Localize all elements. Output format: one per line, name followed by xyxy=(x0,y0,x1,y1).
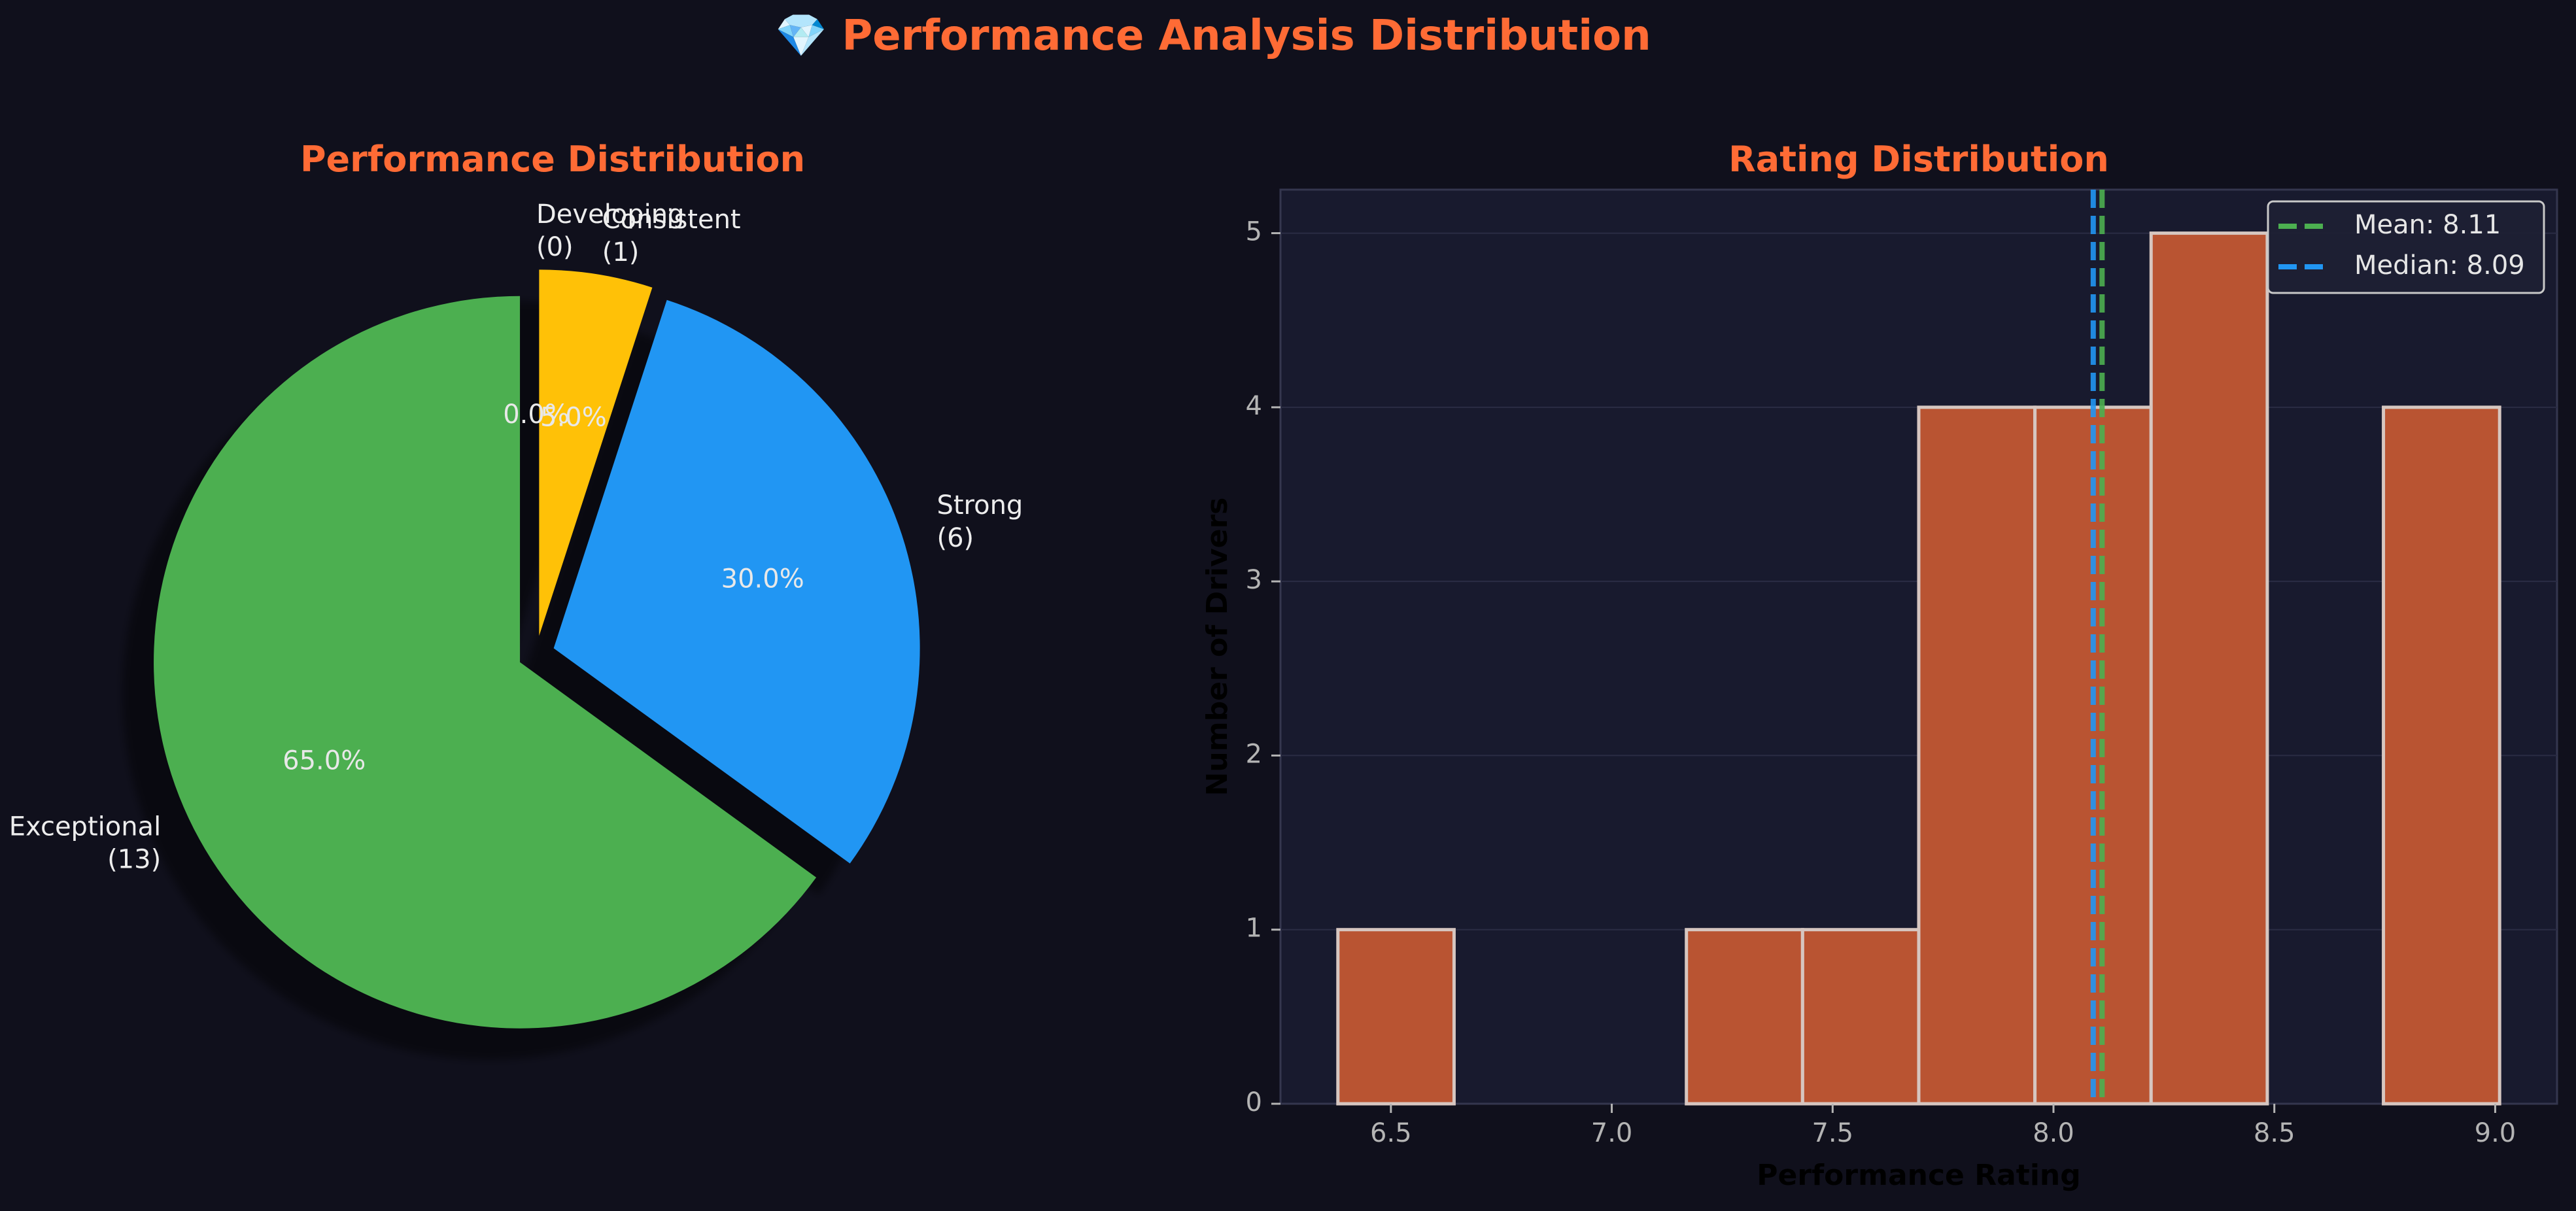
pie-percent-label-strong: 30.0% xyxy=(721,564,804,594)
y-tick-label: 0 xyxy=(1246,1087,1262,1117)
pie-label-name: Strong xyxy=(936,490,1023,520)
legend-label: Median: 8.09 xyxy=(2354,250,2525,281)
pie-label-count: (1) xyxy=(602,237,640,267)
pie-percent-labels: 0.0%5.0% 30.0% 65.0% xyxy=(283,400,804,776)
pie-percent-label-consistent: 5.0% xyxy=(540,402,607,432)
y-tick-label: 5 xyxy=(1246,217,1262,247)
pie-category-labels: Developing(0)Consistent(1)Strong(6)Excep… xyxy=(9,199,1023,874)
x-tick-label: 7.5 xyxy=(1812,1118,1853,1148)
histogram-bar xyxy=(2149,231,2269,1106)
pie-chart: Performance Distribution 0.0%5.0% 30.0% 65… xyxy=(9,139,1023,1060)
y-tick-label: 3 xyxy=(1246,565,1262,595)
pie-slice-strong xyxy=(553,299,920,864)
x-tick-label: 6.5 xyxy=(1370,1118,1412,1148)
pie-label-name: Developing xyxy=(536,199,685,230)
pie-label-count: (13) xyxy=(107,844,161,874)
histogram-bar xyxy=(2382,405,2501,1106)
pie-percent-label-developing: 0.0% xyxy=(503,400,570,430)
pie-label-name: Consistent xyxy=(602,205,741,235)
histogram-chart: Rating Distribution 6.5 7.0 7.5 8.0 8.5 9.0 0… xyxy=(1201,139,2558,1192)
pie-title: Performance Distribution xyxy=(300,139,805,180)
pie-label-count: (0) xyxy=(536,232,574,262)
histogram-reference-lines xyxy=(2090,190,2105,1104)
pie-label-exceptional: Exceptional(13) xyxy=(9,811,161,874)
histogram-bar xyxy=(1336,928,1456,1106)
pie-label-count: (6) xyxy=(936,523,974,553)
legend-frame xyxy=(2267,200,2545,294)
x-tick-label: 7.0 xyxy=(1591,1118,1633,1148)
histogram-bar xyxy=(1800,928,1921,1106)
pie-label-consistent: Consistent(1) xyxy=(602,205,741,267)
x-tick-label: 9.0 xyxy=(2475,1118,2516,1148)
y-tick-label: 1 xyxy=(1246,913,1262,944)
y-tick-label: 4 xyxy=(1246,391,1262,421)
pie-slices xyxy=(154,269,920,1029)
histogram-x-ticks: 6.5 7.0 7.5 8.0 8.5 9.0 xyxy=(1370,1104,2516,1148)
legend-item-mean: Mean: 8.11 xyxy=(2278,210,2501,240)
pie-slice-consistent xyxy=(539,269,653,636)
pie-label-name: Exceptional xyxy=(9,811,161,842)
histogram-y-ticks: 0 1 2 3 4 5 xyxy=(1246,217,1280,1117)
pie-label-strong: Strong(6) xyxy=(936,490,1023,553)
histogram-legend: Mean: 8.11 Median: 8.09 xyxy=(2267,200,2545,294)
y-tick-label: 2 xyxy=(1246,739,1262,769)
pie-percent-label-exceptional: 65.0% xyxy=(283,745,366,776)
x-tick-label: 8.0 xyxy=(2033,1118,2074,1148)
figure-title: 💎 Performance Analysis Distribution xyxy=(775,12,1651,60)
histogram-bar xyxy=(1685,928,1804,1106)
histogram-x-label: Performance Rating xyxy=(1757,1159,2080,1192)
histogram-bar xyxy=(1917,405,2037,1106)
histogram-title: Rating Distribution xyxy=(1728,139,2109,180)
pie-label-developing: Developing(0) xyxy=(536,199,685,262)
histogram-bars xyxy=(1336,231,2501,1106)
legend-item-median: Median: 8.09 xyxy=(2278,250,2525,281)
pie-slice-exceptional xyxy=(154,296,817,1029)
x-tick-label: 8.5 xyxy=(2254,1118,2295,1148)
histogram-y-label: Number of Drivers xyxy=(1201,498,1234,796)
legend-label: Mean: 8.11 xyxy=(2354,210,2501,240)
